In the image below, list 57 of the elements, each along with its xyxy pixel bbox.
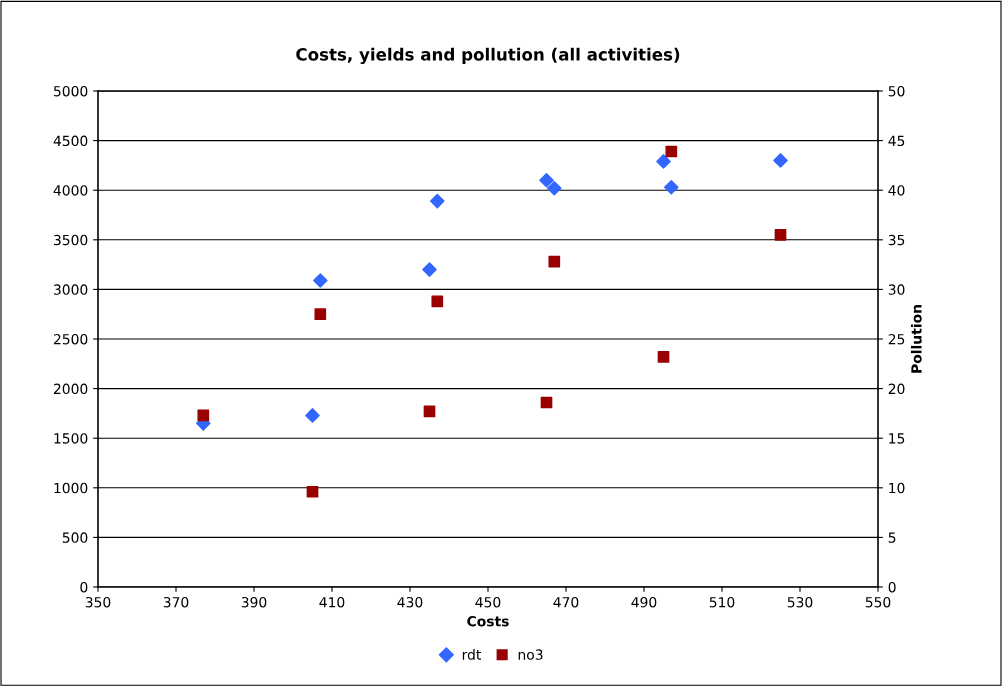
y-tick-label: 1500 [54,433,88,444]
y2-tick-label: 0 [888,581,896,593]
point [773,153,788,168]
y-tick-label: 3500 [53,234,88,246]
y2-tick-label: 20 [888,383,905,395]
point [197,409,210,422]
point [539,172,554,188]
x-axis-title: Costs [467,615,509,627]
point [430,193,445,209]
x-tick-label: 490 [631,596,657,608]
y2-tick-label: 30 [888,284,905,295]
x-tick-label: 350 [85,596,111,608]
x-tick-label: 410 [319,596,345,608]
y-tick-label: 0 [80,581,88,593]
y2-tick-label: 5 [888,532,896,543]
point [547,180,562,196]
point [665,145,678,158]
x-tick-label: 390 [241,596,267,608]
point [540,396,553,409]
point [314,308,327,321]
x-tick-label: 370 [163,596,189,608]
point [548,255,561,268]
legend-label: no3 [518,649,543,660]
point [306,485,319,498]
y2-axis-title: Pollution [910,305,922,373]
point [656,154,671,169]
y-tick-label: 500 [62,532,88,543]
y-tick-label: 1000 [54,482,88,494]
y-tick-label: 3000 [53,284,88,295]
y-tick-label: 4000 [53,185,88,196]
y-tick-label: 2000 [53,383,88,395]
point [664,179,679,195]
y-tick-label: 5000 [54,85,88,97]
legend-label: rdt [462,649,481,660]
y-tick-label: 4500 [53,135,88,147]
x-tick-label: 530 [787,596,813,608]
y-tick-label: 2500 [53,333,88,345]
point [305,408,320,423]
y2-tick-label: 45 [888,135,905,147]
y2-tick-label: 15 [889,433,905,444]
y2-tick-label: 25 [888,333,905,345]
point [431,295,444,308]
y2-tick-label: 50 [888,85,905,97]
point [313,273,328,288]
x-tick-label: 470 [553,596,579,608]
point [657,351,670,363]
y2-tick-label: 40 [888,185,905,196]
chart-title: Costs, yields and pollution (all activities) [296,47,680,65]
point [774,228,787,241]
x-tick-label: 510 [709,596,735,608]
x-tick-label: 430 [397,596,423,608]
x-tick-label: 550 [865,596,891,608]
y2-tick-label: 10 [889,482,905,494]
y2-tick-label: 35 [888,234,905,246]
point [422,262,437,277]
x-tick-label: 450 [475,596,501,608]
point [423,405,436,418]
